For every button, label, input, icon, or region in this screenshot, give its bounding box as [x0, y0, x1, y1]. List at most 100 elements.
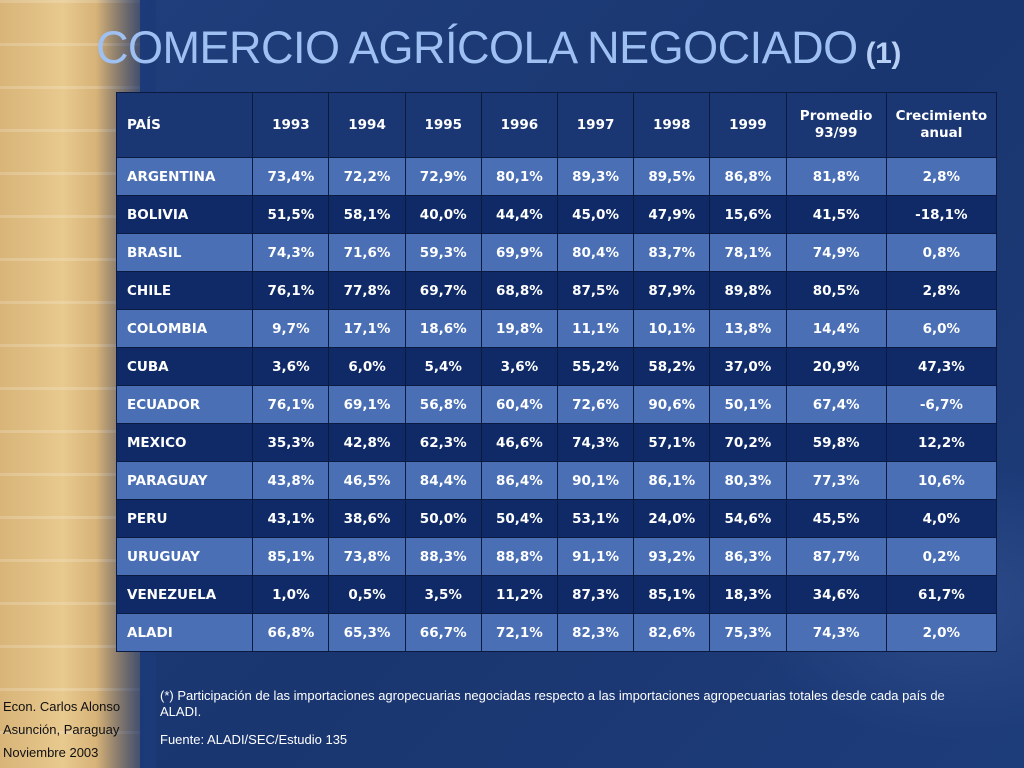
value-cell: 72,1% — [480, 613, 558, 652]
table-row: URUGUAY 85,1% 73,8% 88,3% 88,8% 91,1% 93,2% 86,… — [115, 537, 998, 576]
table-body: ARGENTINA 73,4% 72,2% 72,9% 80,1% 89,3% 89,5% 8… — [115, 157, 998, 652]
value-cell: 66,8% — [252, 613, 330, 652]
value-cell: 72,6% — [556, 385, 635, 424]
value-cell: 47,3% — [885, 347, 998, 386]
table-row: CHILE 76,1% 77,8% 69,7% 68,8% 87,5% 87,9% 89,8%… — [115, 271, 998, 310]
value-cell: 3,5% — [404, 575, 482, 614]
value-cell: 55,2% — [556, 347, 635, 386]
value-cell: 74,9% — [785, 233, 887, 272]
table-header-row: PAÍS 1993 1994 1995 1996 1997 1998 1999 Promedio… — [115, 92, 998, 158]
value-cell: 9,7% — [252, 309, 330, 348]
table-row: MEXICO 35,3% 42,8% 62,3% 46,6% 74,3% 57,1% 70,2… — [115, 423, 998, 462]
value-cell: 35,3% — [252, 423, 330, 462]
table-row: CUBA 3,6% 6,0% 5,4% 3,6% 55,2% 58,2% 37,0% 20,9%… — [115, 347, 998, 386]
value-cell: 18,3% — [709, 575, 787, 614]
country-cell: MEXICO — [115, 423, 254, 462]
value-cell: 88,8% — [480, 537, 558, 576]
value-cell: 80,4% — [556, 233, 635, 272]
value-cell: 82,6% — [633, 613, 711, 652]
value-cell: 42,8% — [328, 423, 406, 462]
value-cell: 10,1% — [633, 309, 711, 348]
author-date: Noviembre 2003 — [3, 745, 99, 760]
value-cell: 89,3% — [556, 157, 635, 196]
value-cell: 15,6% — [709, 195, 787, 234]
country-cell: VENEZUELA — [115, 575, 254, 614]
author-place: Asunción, Paraguay — [3, 722, 120, 737]
value-cell: 85,1% — [252, 537, 330, 576]
source-note: Fuente: ALADI/SEC/Estudio 135 — [160, 732, 348, 747]
value-cell: 2,8% — [885, 157, 998, 196]
value-cell: 13,8% — [709, 309, 787, 348]
value-cell: 90,1% — [556, 461, 635, 500]
country-cell: CUBA — [115, 347, 254, 386]
value-cell: 72,9% — [404, 157, 482, 196]
value-cell: 47,9% — [633, 195, 711, 234]
header-cell: 1998 — [633, 92, 711, 158]
value-cell: 59,8% — [785, 423, 887, 462]
value-cell: 6,0% — [885, 309, 998, 348]
value-cell: 62,3% — [404, 423, 482, 462]
value-cell: 90,6% — [633, 385, 711, 424]
table-row: ARGENTINA 73,4% 72,2% 72,9% 80,1% 89,3% 89,5% 8… — [115, 157, 998, 196]
value-cell: 3,6% — [252, 347, 330, 386]
value-cell: 3,6% — [480, 347, 558, 386]
value-cell: 0,5% — [328, 575, 406, 614]
value-cell: 86,1% — [633, 461, 711, 500]
value-cell: 76,1% — [252, 271, 330, 310]
header-cell: 1995 — [404, 92, 482, 158]
value-cell: 50,1% — [709, 385, 787, 424]
value-cell: 77,8% — [328, 271, 406, 310]
country-cell: ARGENTINA — [115, 157, 254, 196]
value-cell: 80,3% — [709, 461, 787, 500]
value-cell: 91,1% — [556, 537, 635, 576]
header-cell: 1997 — [556, 92, 635, 158]
value-cell: 19,8% — [480, 309, 558, 348]
value-cell: 68,8% — [480, 271, 558, 310]
table-row: ALADI 66,8% 65,3% 66,7% 72,1% 82,3% 82,6% 75,3%… — [115, 613, 998, 652]
slide-title: COMERCIO AGRÍCOLA NEGOCIADO (1) — [96, 22, 996, 86]
value-cell: 77,3% — [785, 461, 887, 500]
value-cell: 87,9% — [633, 271, 711, 310]
value-cell: 69,1% — [328, 385, 406, 424]
author-name: Econ. Carlos Alonso — [3, 699, 121, 714]
value-cell: 2,0% — [885, 613, 998, 652]
value-cell: 45,5% — [785, 499, 887, 538]
value-cell: 73,8% — [328, 537, 406, 576]
value-cell: 76,1% — [252, 385, 330, 424]
value-cell: 50,0% — [404, 499, 482, 538]
table-row: BRASIL 74,3% 71,6% 59,3% 69,9% 80,4% 83,7% 78,1… — [115, 233, 998, 272]
value-cell: 2,8% — [885, 271, 998, 310]
value-cell: 53,1% — [556, 499, 635, 538]
country-cell: BRASIL — [115, 233, 254, 272]
country-cell: ALADI — [115, 613, 254, 652]
value-cell: 71,6% — [328, 233, 406, 272]
value-cell: 58,1% — [328, 195, 406, 234]
value-cell: 74,3% — [556, 423, 635, 462]
table-header: PAÍS 1993 1994 1995 1996 1997 1998 1999 Promedio… — [115, 92, 998, 158]
header-cell: Crecimiento anual — [885, 92, 998, 158]
value-cell: 86,4% — [480, 461, 558, 500]
value-cell: 5,4% — [404, 347, 482, 386]
value-cell: -18,1% — [885, 195, 998, 234]
value-cell: 78,1% — [709, 233, 787, 272]
value-cell: 69,7% — [404, 271, 482, 310]
value-cell: 38,6% — [328, 499, 406, 538]
value-cell: 41,5% — [785, 195, 887, 234]
value-cell: 89,8% — [709, 271, 787, 310]
value-cell: 0,2% — [885, 537, 998, 576]
value-cell: 88,3% — [404, 537, 482, 576]
value-cell: 43,1% — [252, 499, 330, 538]
value-cell: 11,1% — [556, 309, 635, 348]
value-cell: 74,3% — [785, 613, 887, 652]
value-cell: 67,4% — [785, 385, 887, 424]
table-row: ECUADOR 76,1% 69,1% 56,8% 60,4% 72,6% 90,6% 50,… — [115, 385, 998, 424]
value-cell: 70,2% — [709, 423, 787, 462]
country-cell: ECUADOR — [115, 385, 254, 424]
country-cell: BOLIVIA — [115, 195, 254, 234]
value-cell: 86,8% — [709, 157, 787, 196]
value-cell: 34,6% — [785, 575, 887, 614]
value-cell: 82,3% — [556, 613, 635, 652]
value-cell: 46,5% — [328, 461, 406, 500]
author-block: Econ. Carlos Alonso Asunción, Paraguay N… — [3, 695, 143, 764]
value-cell: 85,1% — [633, 575, 711, 614]
